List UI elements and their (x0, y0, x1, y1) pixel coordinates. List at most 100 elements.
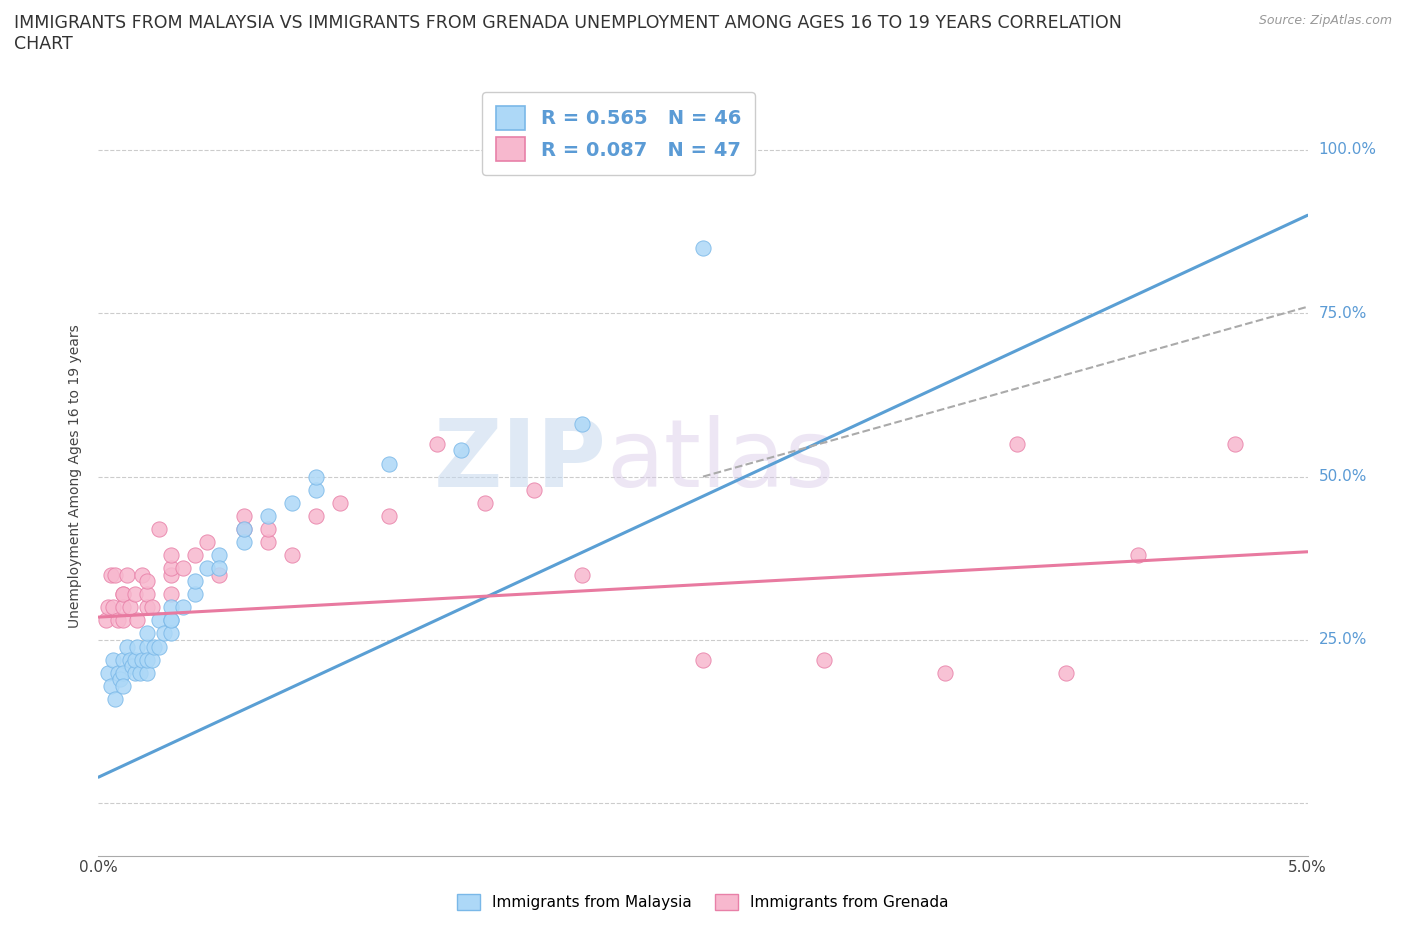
Point (117, 567, 139, 582)
Point (160, 613, 183, 628)
Point (135, 600, 157, 615)
Point (141, 600, 163, 615)
Point (305, 483, 328, 498)
Text: ZIP: ZIP (433, 416, 606, 508)
Point (131, 652, 153, 667)
Point (184, 587, 207, 602)
Point (1128, 548, 1150, 563)
Point (100, 567, 122, 582)
Point (107, 665, 129, 680)
Point (160, 600, 183, 615)
Point (571, 567, 593, 582)
Point (148, 639, 170, 654)
Point (232, 509, 254, 524)
Legend: R = 0.565   N = 46, R = 0.087   N = 47: R = 0.565 N = 46, R = 0.087 N = 47 (482, 92, 755, 175)
Point (184, 548, 207, 563)
Point (1007, 436, 1029, 451)
Text: Source: ZipAtlas.com: Source: ZipAtlas.com (1258, 14, 1392, 27)
Point (101, 652, 124, 667)
Point (111, 665, 134, 680)
Point (111, 600, 134, 615)
Point (111, 613, 134, 628)
Point (135, 652, 157, 667)
Point (1054, 665, 1077, 680)
Point (101, 600, 124, 615)
Point (256, 509, 278, 524)
Point (172, 561, 194, 576)
Point (377, 509, 399, 524)
Point (208, 567, 231, 582)
Point (97, 665, 120, 680)
Point (104, 691, 127, 706)
Legend: Immigrants from Malaysia, Immigrants from Grenada: Immigrants from Malaysia, Immigrants fro… (450, 886, 956, 918)
Point (128, 665, 150, 680)
Point (141, 652, 163, 667)
Point (111, 678, 134, 693)
Point (208, 548, 231, 563)
Point (450, 443, 472, 458)
Point (148, 522, 170, 537)
Point (232, 522, 254, 537)
Text: atlas: atlas (606, 416, 835, 508)
Point (131, 567, 153, 582)
Point (692, 241, 714, 256)
Point (160, 561, 183, 576)
Point (107, 613, 129, 628)
Point (172, 600, 194, 615)
Point (135, 626, 157, 641)
Text: 50.0%: 50.0% (1319, 469, 1367, 485)
Point (474, 496, 496, 511)
Point (127, 639, 149, 654)
Point (256, 522, 278, 537)
Point (305, 509, 328, 524)
Point (571, 417, 593, 432)
Point (305, 469, 328, 484)
Point (127, 613, 149, 628)
Point (426, 436, 449, 451)
Point (152, 626, 174, 641)
Point (208, 561, 231, 576)
Point (135, 574, 157, 589)
Point (692, 652, 714, 667)
Text: IMMIGRANTS FROM MALAYSIA VS IMMIGRANTS FROM GRENADA UNEMPLOYMENT AMONG AGES 16 T: IMMIGRANTS FROM MALAYSIA VS IMMIGRANTS F… (14, 14, 1122, 32)
Point (160, 587, 183, 602)
Point (195, 535, 218, 550)
Point (124, 665, 146, 680)
Point (100, 678, 122, 693)
Point (232, 535, 254, 550)
Point (104, 567, 127, 582)
Point (184, 574, 207, 589)
Point (813, 652, 835, 667)
Point (124, 587, 146, 602)
Point (143, 639, 166, 654)
Point (160, 548, 183, 563)
Point (135, 665, 157, 680)
Point (523, 483, 546, 498)
Point (135, 587, 157, 602)
Point (111, 587, 134, 602)
Point (377, 456, 399, 471)
Point (148, 613, 170, 628)
Point (160, 613, 183, 628)
Point (118, 652, 141, 667)
Point (160, 567, 183, 582)
Point (256, 535, 278, 550)
Point (121, 658, 143, 673)
Point (1223, 436, 1246, 451)
Point (281, 496, 304, 511)
Text: CHART: CHART (14, 35, 73, 53)
Y-axis label: Unemployment Among Ages 16 to 19 years: Unemployment Among Ages 16 to 19 years (69, 325, 83, 629)
Point (97, 600, 120, 615)
Point (195, 561, 218, 576)
Point (108, 671, 131, 686)
Point (118, 600, 141, 615)
Text: 25.0%: 25.0% (1319, 632, 1367, 647)
Text: 100.0%: 100.0% (1319, 142, 1376, 157)
Point (934, 665, 956, 680)
Point (160, 626, 183, 641)
Point (232, 522, 254, 537)
Text: 75.0%: 75.0% (1319, 306, 1367, 321)
Point (94, 613, 117, 628)
Point (111, 652, 134, 667)
Point (111, 587, 134, 602)
